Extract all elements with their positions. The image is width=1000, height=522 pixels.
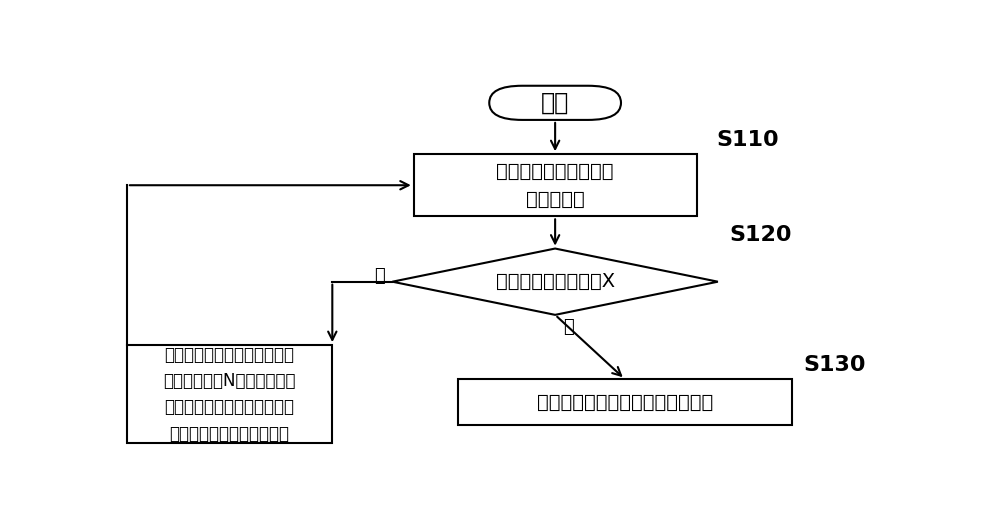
Bar xyxy=(414,154,697,217)
Text: 控制机组变桨速度为故障停机
时的变桨速度N，控制变桨给
定角度为机组安全停机角度，
转矩控制为恒功率控制模式: 控制机组变桨速度为故障停机 时的变桨速度N，控制变桨给 定角度为机组安全停机角度… xyxy=(163,346,296,443)
Text: S130: S130 xyxy=(803,355,866,375)
Text: S110: S110 xyxy=(716,130,779,150)
Bar xyxy=(458,379,792,425)
Text: 实时监测风力发电机组
的转子转速: 实时监测风力发电机组 的转子转速 xyxy=(496,162,614,209)
Text: 开始: 开始 xyxy=(541,91,569,115)
Text: 进行超速报警并进入超速控制模式: 进行超速报警并进入超速控制模式 xyxy=(537,393,713,412)
Bar xyxy=(127,345,332,444)
Text: 转速大于故障转速値X: 转速大于故障转速値X xyxy=(496,272,615,291)
Text: 否: 否 xyxy=(374,267,385,284)
Polygon shape xyxy=(392,248,718,315)
FancyBboxPatch shape xyxy=(489,86,621,120)
Text: 是: 是 xyxy=(563,318,574,336)
Text: S120: S120 xyxy=(730,224,792,244)
